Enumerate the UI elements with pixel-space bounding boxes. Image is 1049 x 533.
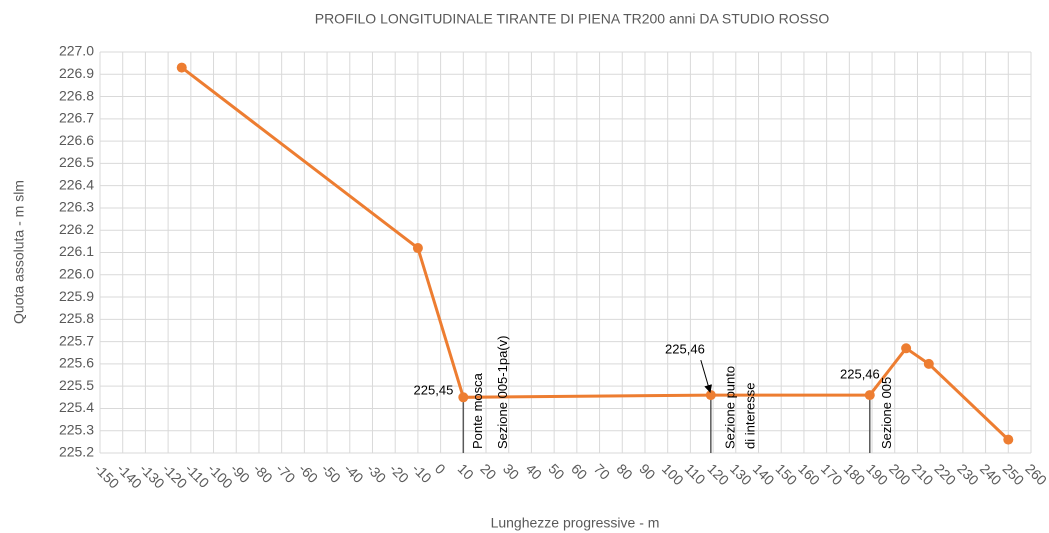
x-tick-label: 20 <box>477 460 499 482</box>
y-tick-label: 225.8 <box>59 310 94 326</box>
point <box>176 62 187 73</box>
chart-title: PROFILO LONGITUDINALE TIRANTE DI PIENA T… <box>315 11 830 27</box>
point <box>705 390 716 401</box>
y-tick-label: 225.4 <box>59 399 94 415</box>
y-tick-label: 225.7 <box>59 332 94 348</box>
x-tick-label: 30 <box>500 460 522 482</box>
annotation: Sezione 005 <box>879 377 894 449</box>
x-tick-label: 140 <box>750 460 778 488</box>
y-tick-label: 226.6 <box>59 132 94 148</box>
x-tick-label: -60 <box>296 460 322 486</box>
y-tick-label: 226.9 <box>59 65 94 81</box>
y-tick-label: 227.0 <box>59 43 94 59</box>
x-tick-label: -120 <box>159 460 190 491</box>
point <box>864 390 875 401</box>
y-tick-label: 225.3 <box>59 421 94 437</box>
x-tick-label: -70 <box>273 460 299 486</box>
x-tick-label: 220 <box>931 460 959 488</box>
arrow <box>700 359 712 393</box>
x-tick-label: -40 <box>341 460 367 486</box>
x-tick-label: 60 <box>568 460 590 482</box>
x-tick-label: 190 <box>863 460 891 488</box>
annotation: Sezione 005-1pa(v) <box>495 336 510 449</box>
annotation: Sezione punto <box>722 366 737 449</box>
y-tick-label: 226.0 <box>59 265 94 281</box>
x-tick-label: -20 <box>386 460 412 486</box>
y-tick-label: 226.3 <box>59 199 94 215</box>
y-tick-label: 225.5 <box>59 377 94 393</box>
point <box>412 243 423 254</box>
x-tick-label: 120 <box>704 460 732 488</box>
x-tick-label: 10 <box>455 460 477 482</box>
x-tick-label: 130 <box>727 460 755 488</box>
x-tick-label: 80 <box>614 460 636 482</box>
x-tick-label: -10 <box>409 460 435 486</box>
x-tick-label: 260 <box>1022 460 1049 488</box>
x-tick-label: 100 <box>659 460 687 488</box>
annotation: 225,45 <box>414 383 454 398</box>
y-tick-label: 226.8 <box>59 87 94 103</box>
x-tick-label: 110 <box>682 460 709 487</box>
annotation: 225,46 <box>665 342 705 357</box>
x-tick-label: 200 <box>886 460 914 488</box>
y-tick-label: 225.2 <box>59 444 94 460</box>
y-tick-label: 225.9 <box>59 288 94 304</box>
x-tick-label: 230 <box>954 460 982 488</box>
x-tick-label: -130 <box>137 460 168 491</box>
x-tick-label: -50 <box>318 460 344 486</box>
x-tick-label: 240 <box>977 460 1005 488</box>
point <box>901 343 912 354</box>
x-tick-label: -140 <box>114 460 145 491</box>
x-tick-label: 170 <box>818 460 846 488</box>
y-tick-label: 226.4 <box>59 176 94 192</box>
x-tick-label: 70 <box>591 460 613 482</box>
y-tick-label: 225.6 <box>59 355 94 371</box>
x-tick-label: 180 <box>841 460 869 488</box>
x-tick-label: -110 <box>182 460 213 491</box>
x-axis-label: Lunghezze progressive - m <box>491 515 660 531</box>
x-tick-label: 210 <box>909 460 937 488</box>
y-axis-label: Quota assoluta - m slm <box>11 180 27 324</box>
annotation: di interesse <box>742 383 757 449</box>
x-tick-label: 50 <box>545 460 567 482</box>
x-tick-label: 40 <box>523 460 545 482</box>
x-tick-label: 160 <box>795 460 823 488</box>
x-tick-label: -100 <box>205 460 236 491</box>
x-tick-label: -150 <box>91 460 122 491</box>
x-tick-label: -80 <box>250 460 276 486</box>
x-tick-label: 90 <box>636 460 658 482</box>
x-tick-label: 150 <box>772 460 800 488</box>
point <box>458 392 469 403</box>
y-tick-label: 226.2 <box>59 221 94 237</box>
annotation: 225,46 <box>840 367 880 382</box>
y-tick-label: 226.5 <box>59 154 94 170</box>
x-tick-label: 250 <box>1000 460 1028 488</box>
x-tick-label: -30 <box>364 460 390 486</box>
y-tick-label: 226.1 <box>59 243 94 259</box>
y-tick-label: 226.7 <box>59 110 94 126</box>
point <box>1003 434 1014 445</box>
point <box>923 358 934 369</box>
annotation: Ponte mosca <box>470 372 485 449</box>
